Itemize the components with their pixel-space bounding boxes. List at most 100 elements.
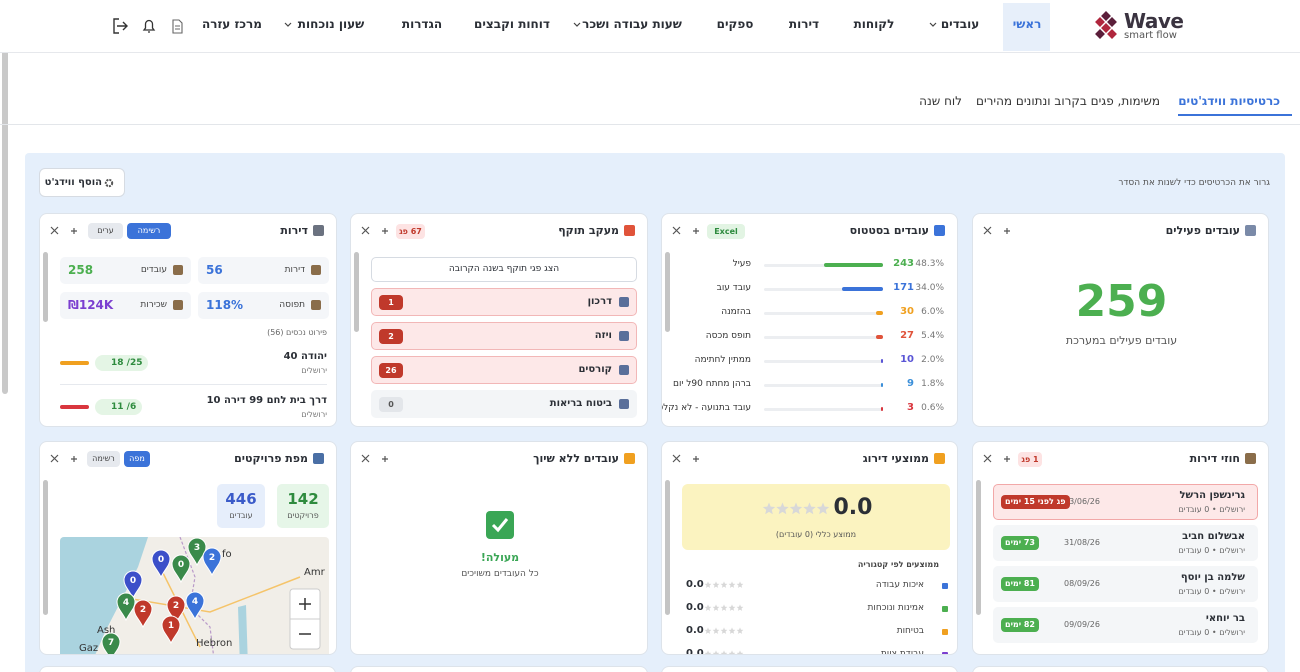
widget-card: עובדים פעילים 259 עובדים פעילים במערכת [972,213,1269,427]
chevron [929,22,937,27]
nav-item[interactable]: שעון נוכחות [297,17,365,31]
category-stars [704,627,744,634]
logo-subtitle: smart flow [1124,30,1177,41]
list-separator [60,384,327,385]
map-place-label: fo [222,549,232,560]
contract-row[interactable]: בר יוחאי ירושלים • 0 עובדים 09/09/26 82 ימי… [993,607,1258,643]
star-icon [704,650,712,654]
view-toggle-button[interactable]: רשימה [127,223,171,239]
card-controls [672,454,699,463]
category-value: 0.0 [686,625,704,636]
star-icon [712,604,720,611]
nav-item[interactable]: דוחות וקבצים [474,17,550,31]
map-sea [60,537,148,654]
check-mark [491,518,509,533]
map-pin [123,570,143,600]
map-pin [171,554,191,584]
contract-row[interactable]: שלמה בן יוסף ירושלים • 0 עובדים 08/09/26 81… [993,566,1258,602]
contract-sub: ירושלים • 0 עובדים [1178,505,1245,514]
status-label: ממתין לחתימה [694,355,751,365]
contract-status: 73 ימים [1001,536,1039,550]
stat-label: עובדים [140,265,167,275]
card-icon [313,453,324,464]
status-count: 3 [907,402,914,413]
view-toggle-button[interactable]: ערים [88,223,123,239]
nav-item[interactable]: ספקים [716,17,754,31]
status-label: בהזמנה [721,307,751,317]
tab[interactable]: כרטיסיות ווידג'טים [1178,94,1280,108]
map-place-label: Ash [97,625,115,636]
star-icon [762,502,776,515]
category-dot [942,583,948,589]
card-scrollbar [354,252,359,332]
header-icons [113,18,183,34]
nav-item[interactable]: עובדים [940,17,980,31]
page-scrollbar [2,2,8,394]
map-pin [101,632,121,654]
category-label: איכות עבודה [875,580,924,590]
star-icon [720,581,728,588]
contract-row[interactable]: גרינשפן הרשל ירושלים • 0 עובדים 03/06/26 פג… [993,484,1258,520]
add-widget-button[interactable]: הוסף ווידג'ט [39,168,125,197]
contract-name: שלמה בן יוסף [1180,572,1245,583]
tab[interactable]: לוח שנה [919,94,962,108]
status-percent: 34.0% [915,283,944,293]
widget-card: חוזי דירות 1 פג גרינשפן הרשל ירושלים • 0 עו… [972,441,1269,655]
status-bar-track [764,384,883,387]
expiry-row[interactable]: קורסים 26 [371,356,637,384]
widget-card: מפת פרויקטים מפה רשימה 142 פרויקטים 446 עובדים… [39,441,337,655]
map-pin-label: 1 [168,621,174,631]
nav-item[interactable]: דירות [788,17,820,31]
map-pin [185,591,205,621]
star-icon [803,502,816,515]
card-badge[interactable]: Excel [707,224,745,239]
card-scrollbar [665,252,670,332]
tab[interactable]: משימות, פגים בקרוב ונתונים מהירים [975,94,1160,108]
category-dot [942,629,948,635]
card-controls [361,454,388,463]
add-icon [1004,456,1010,462]
widget-card: מעקב תוקף 67 פג הצג פגי תוקף בשנה הקרובה דר… [350,213,648,427]
card-icon [1245,453,1256,464]
card-title: עובדים ללא שיוך [533,452,619,465]
expiry-label: קורסים [578,364,612,375]
card-icon [313,225,324,236]
status-count: 10 [900,354,914,365]
map-pin [133,599,153,629]
star-icon [728,650,736,654]
card-scrollbar [43,480,48,615]
nav-item[interactable]: ראשי [1012,17,1042,31]
nav-item[interactable]: שעות עבודה ושכר [582,17,682,31]
nav-item[interactable]: הגדרות [401,17,443,31]
close-icon [50,454,59,463]
big-number-caption: עובדים פעילים במערכת [1065,334,1178,347]
map-stat-label: עובדים [229,511,253,520]
expiry-row[interactable]: ויזה 2 [371,322,637,350]
map-stat-label: פרויקטים [287,511,319,520]
status-bar-track [764,408,883,411]
tab-divider [0,124,1300,125]
expiry-button[interactable]: הצג פגי תוקף בשנה הקרובה [371,257,637,282]
widget-card: עובדים ללא שיוך מעולה! כל העובדים משויכים [350,441,648,655]
view-toggle-button[interactable]: רשימה [87,451,120,467]
expiry-row[interactable]: דרכון 1 [371,288,637,316]
nav-item[interactable]: מרכז עזרה [202,17,262,31]
close-icon [672,226,681,235]
card-title: ממוצעי דירוג [862,452,929,465]
status-label: פעיל [732,259,751,269]
card-title: עובדים בסטטוס [849,224,929,237]
bell-icon [142,19,156,33]
contract-row[interactable]: אבשלום חביב ירושלים • 0 עובדים 31/08/26 73 … [993,525,1258,561]
category-label: בטיחות [896,626,924,636]
add-icon [71,456,77,462]
card-badge[interactable]: 67 פג [396,224,425,239]
view-toggle-button[interactable]: מפה [124,451,150,467]
card-scrollbar [43,252,48,322]
expiry-row[interactable]: ביטוח בריאות 0 [371,390,637,418]
card-badge[interactable]: 1 פג [1018,452,1042,467]
nav-item[interactable]: לקוחות [853,17,895,31]
card-title: מעקב תוקף [558,224,619,237]
map-pin-label: 4 [192,597,198,607]
add-icon [693,456,699,462]
